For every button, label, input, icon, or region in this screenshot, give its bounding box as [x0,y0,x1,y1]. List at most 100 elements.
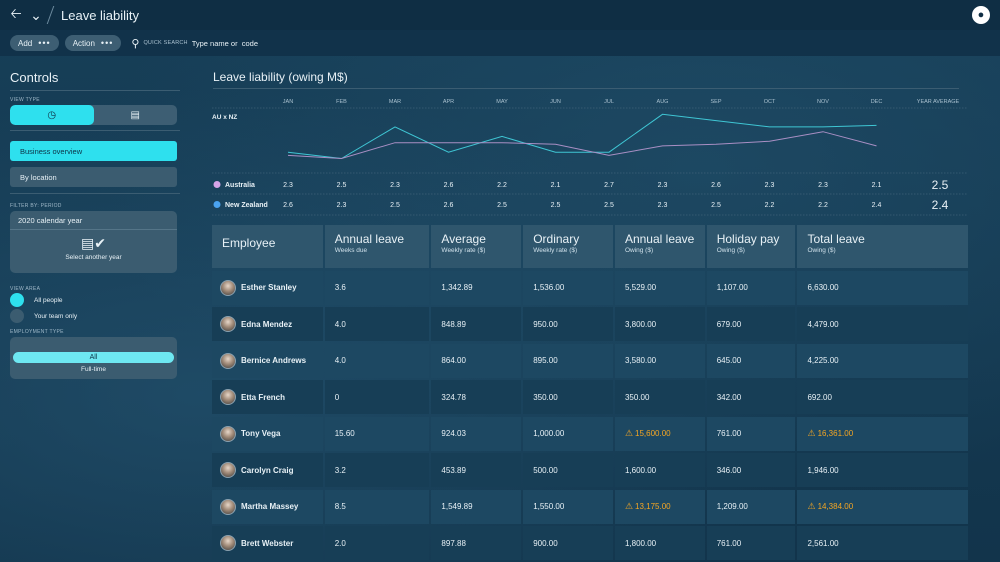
business-overview-button[interactable]: Business overview [10,141,177,161]
cell-value: 3.6 [334,283,346,292]
cell-value: 3.2 [334,465,346,475]
view-area-option-all[interactable]: All people [10,292,180,308]
cell-annual-owing: ⚠ 13,175.00 [614,489,705,524]
month-tick-label: JAN [283,99,293,105]
cell-ordinary: 1,550.00 [523,489,613,524]
cell-value: 897.88 [441,538,466,548]
view-area-label: VIEW AREA [10,286,41,292]
cell-value: 6,630.00 [807,283,839,292]
employee-name[interactable]: Esther Stanley [241,283,297,292]
employee-name[interactable]: Tony Vega [241,429,281,438]
column-header[interactable]: Employee [212,225,323,268]
employee-name[interactable]: Martha Massey [241,502,299,511]
avatar [220,498,236,515]
cell-holiday: 1,107.00 [706,270,796,305]
search-icon[interactable]: ⚲ [131,37,140,50]
quick-search-label: QUICK SEARCH [143,40,188,46]
cell-ordinary: 1,536.00 [523,270,613,305]
data-label: 2.5 [711,202,721,209]
view-type-label: VIEW TYPE [10,97,40,103]
cell-holiday: 1,209.00 [706,489,796,524]
employee-name[interactable]: Carolyn Craig [241,465,294,475]
employee-name[interactable]: Bernice Andrews [241,356,307,365]
data-label: 2.3 [658,202,668,209]
view-area-option-team[interactable]: Your team only [10,308,180,324]
cell-value: 342.00 [716,392,742,402]
cell-value: 645.00 [716,356,742,365]
view-type-card-option[interactable]: ▤ [94,105,178,125]
employee-cell: Edna Mendez [212,307,323,341]
employee-name[interactable]: Etta French [241,392,286,402]
table-row[interactable]: Esther Stanley 3.6 1,342.89 1,536.00 5,529.0… [212,270,969,305]
add-button-label: Add [18,38,33,48]
year-average-header: YEAR AVERAGE [917,99,960,105]
warning-icon: ⚠ [624,428,634,438]
cell-annual-owing: 1,600.00 [614,453,705,487]
table-row[interactable]: Etta French 0 324.78 350.00 350.00 342.00 692.… [212,380,969,414]
employment-option-full-time[interactable]: Full-time [81,366,106,373]
cell-average: 848.89 [431,307,522,341]
month-tick-label: FEB [336,99,347,105]
quick-search-input[interactable] [191,38,312,48]
period-selector[interactable]: 2020 calendar year ▤✔ Select another yea… [10,211,177,273]
table-row[interactable]: Brett Webster 2.0 897.88 900.00 1,800.00 761.… [212,526,969,560]
warning-icon: ⚠ [807,428,816,438]
chevron-down-icon[interactable]: ⌄ [30,6,42,23]
cell-ordinary: 500.00 [523,453,613,487]
user-icon[interactable]: ● [972,6,990,24]
cell-value: 2,561.00 [807,538,839,548]
employee-cell: Martha Massey [212,489,323,524]
column-header-subtitle: Owing ($) [624,247,654,254]
employee-name[interactable]: Brett Webster [241,538,294,548]
cell-value: 848.89 [441,319,466,329]
column-header[interactable]: Annual leave Weeks due [324,225,430,268]
month-tick-label: AUG [657,99,669,105]
cell-value: 761.00 [716,429,742,438]
add-button[interactable]: Add ••• [10,35,59,51]
column-header-title: Annual leave [624,232,695,246]
year-average-value: 2.4 [932,198,949,212]
month-tick-label: JUN [550,99,561,105]
action-button-label: Action [72,38,95,48]
table-row[interactable]: Carolyn Craig 3.2 453.89 500.00 1,600.00 346.… [212,453,969,487]
table-body: Esther Stanley 3.6 1,342.89 1,536.00 5,529.0… [212,270,969,560]
cell-weeks: 15.60 [324,416,430,451]
arrow-left-icon[interactable]: 🡠 [10,5,22,21]
cell-value: 692.00 [807,392,832,402]
month-tick-label: SEP [710,99,721,105]
cell-value: 1,536.00 [533,283,565,292]
employee-cell: Esther Stanley [212,270,323,305]
cell-value: 13,175.00 [635,502,671,511]
column-header[interactable]: Total leave Owing ($) [797,225,969,268]
employment-option-all[interactable]: All [13,352,174,363]
view-type-chart-option[interactable]: ◷ [10,105,94,125]
column-header[interactable]: Average Weekly rate ($) [431,225,522,268]
cell-value: 500.00 [533,465,558,475]
table-row[interactable]: Tony Vega 15.60 924.03 1,000.00 ⚠ 15,600.00 76… [212,416,969,451]
dashboard-gauge-icon: ◷ [47,109,57,121]
table-row[interactable]: Edna Mendez 4.0 848.89 950.00 3,800.00 679.00… [212,307,969,341]
cell-annual-owing: 3,800.00 [614,307,705,341]
cell-value: 14,384.00 [817,502,854,511]
month-tick-label: APR [443,99,454,105]
column-header[interactable]: Annual leave Owing ($) [614,225,705,268]
avatar [220,279,236,296]
column-header-subtitle: Weekly rate ($) [533,247,578,254]
cell-holiday: 342.00 [706,380,796,414]
cell-value: 1,209.00 [716,502,748,511]
table-row[interactable]: Martha Massey 8.5 1,549.89 1,550.00 ⚠ 13,175.… [212,489,969,524]
page-title: Leave liability [61,7,140,23]
column-header[interactable]: Ordinary Weekly rate ($) [523,225,613,268]
select-another-year-link[interactable]: Select another year [65,254,122,261]
leave-liability-chart: JAN FEB MAR APR MAY JUN JUL AUG SEP OCT NOV DEC YEAR… [212,94,968,218]
cell-value: 350.00 [624,392,650,402]
action-button[interactable]: Action ••• [64,35,122,51]
column-header[interactable]: Holiday pay Owing ($) [706,225,796,268]
by-location-button[interactable]: By location [10,167,177,187]
employee-name[interactable]: Edna Mendez [241,319,293,329]
year-average-value: 2.5 [932,178,949,192]
employee-cell: Carolyn Craig [212,453,323,487]
cell-value: 761.00 [716,538,742,548]
table-row[interactable]: Bernice Andrews 4.0 864.00 895.00 3,580.00 64… [212,343,969,378]
cell-total: 2,561.00 [797,526,969,560]
